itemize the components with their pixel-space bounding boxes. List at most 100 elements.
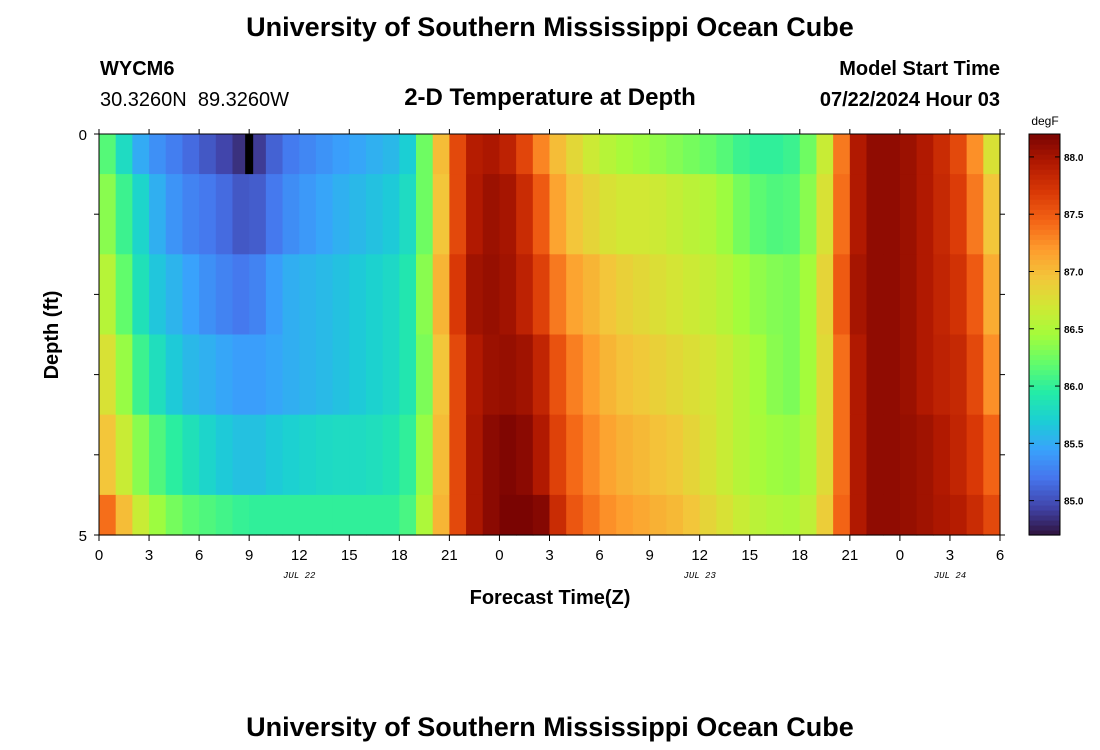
heatmap-cell	[983, 494, 1001, 536]
heatmap-cell	[799, 174, 818, 255]
colorbar	[1029, 134, 1060, 536]
heatmap-cell	[516, 334, 534, 416]
heatmap-cell	[115, 134, 133, 175]
heatmap-cell	[182, 414, 200, 496]
heatmap-cell	[232, 174, 250, 255]
heatmap-cell	[232, 494, 250, 536]
x-tick-label: 21	[841, 547, 858, 564]
heatmap-cell	[899, 494, 918, 536]
heatmap-cell	[532, 414, 551, 496]
colorbar-swatch	[1029, 229, 1060, 235]
chart-title: University of Southern Mississippi Ocean…	[246, 12, 854, 42]
heatmap-cell	[249, 414, 267, 496]
heatmap-cell	[349, 254, 367, 336]
x-tick-label: 3	[545, 547, 553, 564]
x-tick-label: 9	[245, 547, 253, 564]
heatmap-cell	[349, 174, 367, 255]
colorbar-swatch	[1029, 464, 1060, 471]
heatmap-cell	[666, 174, 684, 255]
colorbar-swatch	[1029, 144, 1060, 150]
colorbar-tick-label: 86.0	[1064, 382, 1084, 393]
heatmap-cell	[249, 334, 267, 416]
heatmap-cell	[749, 174, 768, 255]
model-start-value: 07/22/2024 Hour 03	[820, 89, 1000, 111]
heatmap-cell	[733, 134, 751, 175]
y-axis-ticks: 05	[79, 127, 1005, 545]
heatmap-cell	[115, 494, 133, 536]
heatmap-cell	[599, 414, 617, 496]
date-label: JUL 23	[683, 571, 716, 581]
heatmap-cell	[165, 494, 184, 536]
heatmap-cell	[833, 494, 851, 536]
footer-title: University of Southern Mississippi Ocean…	[246, 712, 854, 742]
heatmap-cell	[783, 134, 801, 175]
heatmap-cell	[666, 254, 684, 336]
heatmap-cell	[499, 174, 517, 255]
heatmap-cell	[449, 414, 467, 496]
colorbar-swatch	[1029, 314, 1060, 321]
heatmap-cell	[949, 174, 968, 255]
heatmap-cell	[983, 414, 1001, 496]
heatmap-cell	[682, 134, 701, 175]
colorbar-swatch	[1029, 389, 1060, 396]
heatmap-cell	[215, 174, 234, 255]
heatmap-cell	[199, 254, 217, 336]
heatmap-cell	[215, 134, 234, 175]
heatmap-cell	[566, 174, 584, 255]
heatmap-cell	[482, 134, 501, 175]
heatmap-cell	[582, 414, 601, 496]
heatmap-cell	[649, 414, 667, 496]
colorbar-swatch	[1029, 374, 1060, 381]
heatmap-cell	[482, 494, 501, 536]
heatmap-cell	[699, 134, 717, 175]
colorbar-swatch	[1029, 264, 1060, 270]
heatmap-cell	[899, 254, 918, 336]
heatmap-cell	[499, 254, 517, 336]
heatmap-cell	[265, 334, 284, 416]
x-tick-label: 0	[896, 547, 904, 564]
heatmap-cell	[799, 134, 818, 175]
x-tick-label: 21	[441, 547, 458, 564]
colorbar-swatch	[1029, 409, 1060, 416]
heatmap-cell	[365, 174, 384, 255]
heatmap-cell	[682, 414, 701, 496]
heatmap-cell	[232, 254, 250, 336]
heatmap-cell	[382, 174, 400, 255]
heatmap-cell	[165, 174, 184, 255]
colorbar-swatch	[1029, 244, 1060, 250]
heatmap-cell	[983, 334, 1001, 416]
heatmap-cell	[949, 134, 968, 175]
heatmap-cell	[332, 134, 350, 175]
heatmap-cell	[149, 174, 167, 255]
heatmap-cell	[482, 254, 501, 336]
heatmap-cell	[816, 334, 834, 416]
colorbar-swatch	[1029, 299, 1060, 306]
heatmap-cell	[265, 134, 284, 175]
colorbar-swatch	[1029, 329, 1060, 336]
heatmap-cell	[182, 494, 200, 536]
heatmap-cell	[249, 494, 267, 536]
heatmap-cell	[432, 254, 450, 336]
heatmap-cell	[666, 494, 684, 536]
colorbar-swatch	[1029, 204, 1060, 210]
heatmap-cell	[899, 334, 918, 416]
colorbar-swatch	[1029, 499, 1060, 506]
heatmap-cell	[849, 414, 868, 496]
heatmap-cell	[933, 334, 951, 416]
heatmap-cell	[532, 334, 551, 416]
heatmap-cell	[549, 494, 567, 536]
heatmap-cell	[766, 254, 784, 336]
heatmap-cell	[582, 254, 601, 336]
heatmap-cell	[165, 414, 184, 496]
heatmap-cell	[933, 414, 951, 496]
x-tick-label: 6	[195, 547, 203, 564]
heatmap-cell	[582, 134, 601, 175]
heatmap-cell	[699, 334, 717, 416]
heatmap-cell	[899, 174, 918, 255]
colorbar-swatch	[1029, 294, 1060, 301]
heatmap-cell	[249, 174, 267, 255]
chart-subtitle: 2-D Temperature at Depth	[404, 84, 696, 111]
heatmap-cell	[265, 254, 284, 336]
colorbar-swatch	[1029, 424, 1060, 431]
colorbar-swatch	[1029, 529, 1060, 536]
